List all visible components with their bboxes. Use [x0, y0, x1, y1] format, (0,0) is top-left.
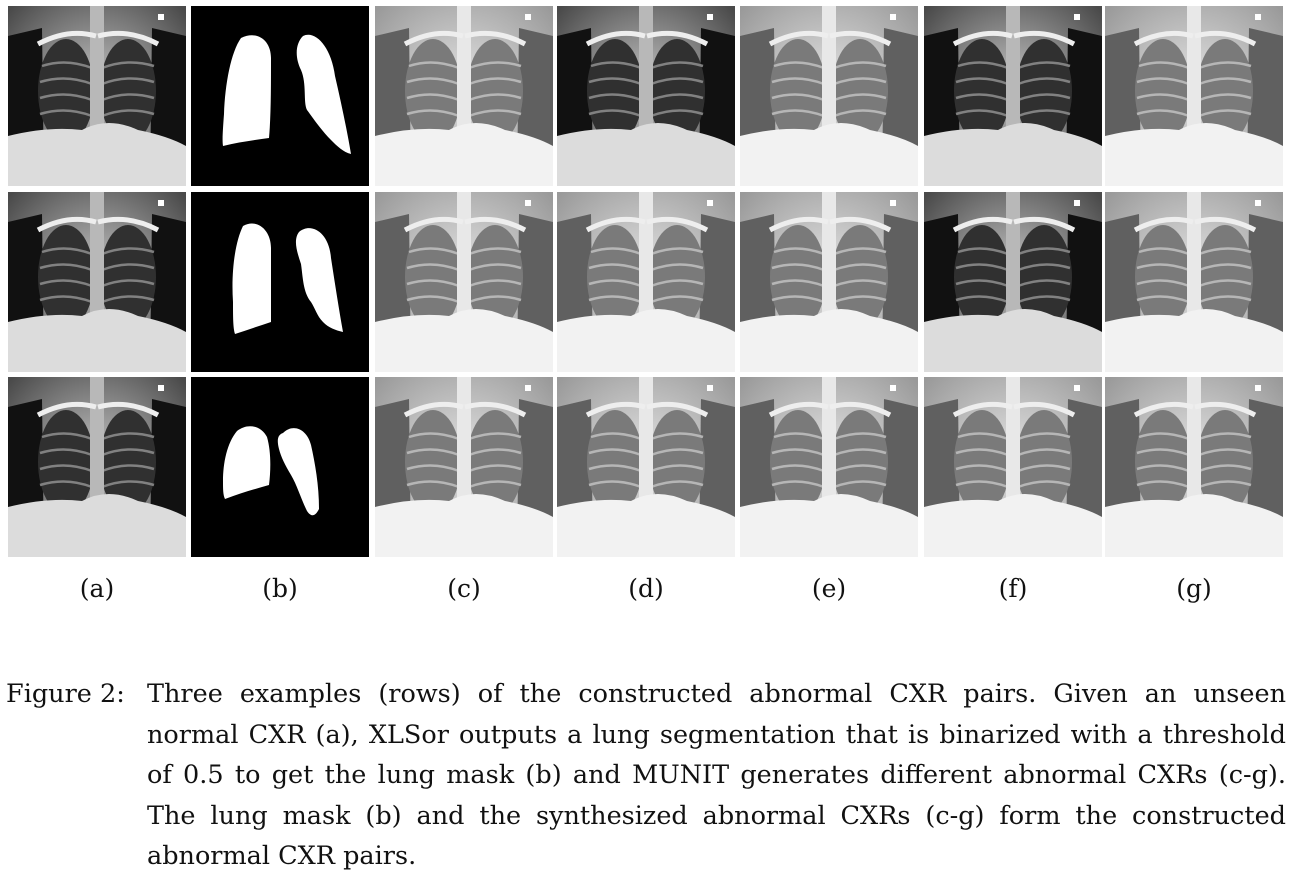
panel-image-row2-c	[375, 192, 553, 372]
caption-text: Three examples (rows) of the constructed…	[147, 679, 1286, 871]
panel-image-row1-a	[8, 6, 186, 186]
left-lung-mask	[222, 35, 271, 146]
panel-image-row2-g	[1105, 192, 1283, 372]
panel-image-row3-b	[191, 377, 369, 557]
left-lung-mask	[223, 426, 271, 499]
panel-label-f: (f)	[998, 574, 1028, 603]
panel-image-row3-g	[1105, 377, 1283, 557]
left-lung-mask	[232, 223, 271, 334]
panel-image-row2-b	[191, 192, 369, 372]
panel-image-row2-a	[8, 192, 186, 372]
panel-image-row2-f	[924, 192, 1102, 372]
panel-image-row3-e	[740, 377, 918, 557]
panel-label-b: (b)	[262, 574, 298, 603]
panel-image-row1-g	[1105, 6, 1283, 186]
panel-image-row2-d	[557, 192, 735, 372]
right-lung-mask	[296, 34, 351, 154]
figure-image-grid	[8, 6, 1283, 558]
panel-image-row1-f	[924, 6, 1102, 186]
right-lung-mask	[295, 228, 343, 332]
panel-label-a: (a)	[79, 574, 115, 603]
panel-image-row2-e	[740, 192, 918, 372]
panel-image-row1-e	[740, 6, 918, 186]
panel-image-row3-d	[557, 377, 735, 557]
right-lung-mask	[277, 428, 319, 516]
panel-image-row1-d	[557, 6, 735, 186]
panel-image-row3-a	[8, 377, 186, 557]
caption-label: Figure 2:	[6, 679, 125, 709]
panel-image-row3-f	[924, 377, 1102, 557]
panel-label-e: (e)	[811, 574, 847, 603]
panel-label-c: (c)	[447, 574, 481, 603]
panel-label-g: (g)	[1176, 574, 1212, 603]
panel-labels: (a) (b) (c) (d) (e) (f) (g)	[8, 574, 1283, 614]
panel-label-d: (d)	[628, 574, 664, 603]
panel-image-row1-b	[191, 6, 369, 186]
panel-image-row1-c	[375, 6, 553, 186]
panel-image-row3-c	[375, 377, 553, 557]
